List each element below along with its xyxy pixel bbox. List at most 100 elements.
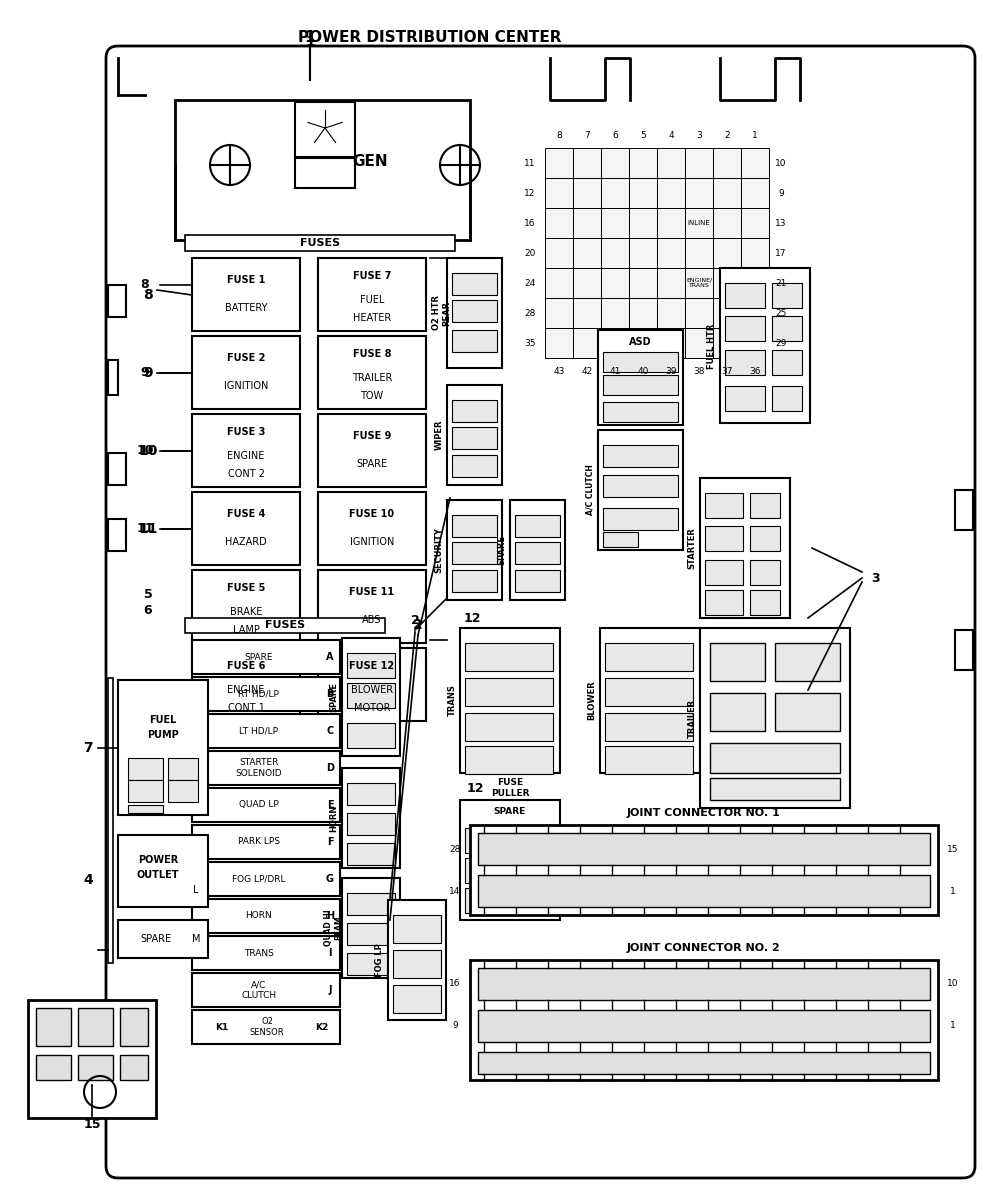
Bar bbox=[118, 680, 208, 815]
Bar bbox=[108, 518, 126, 551]
Bar bbox=[685, 178, 713, 208]
Bar bbox=[36, 1008, 71, 1046]
Text: WIPER: WIPER bbox=[434, 420, 443, 450]
Bar bbox=[515, 515, 560, 538]
Bar bbox=[447, 258, 502, 368]
Text: PUMP: PUMP bbox=[147, 730, 179, 740]
Text: STARTER
SOLENOID: STARTER SOLENOID bbox=[235, 758, 282, 778]
Text: 11: 11 bbox=[524, 158, 536, 168]
Text: ENGINE: ENGINE bbox=[227, 451, 265, 461]
Text: INLINE: INLINE bbox=[687, 220, 710, 226]
Text: FUSE 4: FUSE 4 bbox=[226, 509, 265, 518]
Text: FUSES: FUSES bbox=[300, 238, 340, 248]
Bar bbox=[192, 751, 340, 785]
Text: FOG LP/DRL: FOG LP/DRL bbox=[231, 875, 286, 883]
Bar bbox=[318, 336, 426, 409]
Bar bbox=[342, 638, 400, 756]
Bar bbox=[685, 238, 713, 268]
Bar bbox=[545, 328, 573, 358]
Text: FUSE 1: FUSE 1 bbox=[226, 275, 265, 284]
Bar bbox=[388, 900, 446, 1020]
Bar bbox=[603, 352, 678, 372]
Text: FUSE 2: FUSE 2 bbox=[226, 353, 265, 362]
Bar bbox=[175, 100, 470, 240]
Bar bbox=[775, 692, 840, 731]
Bar bbox=[545, 148, 573, 178]
Bar bbox=[710, 643, 765, 680]
Bar bbox=[192, 336, 300, 409]
Text: BLOWER: BLOWER bbox=[587, 680, 596, 720]
Bar bbox=[192, 677, 340, 710]
Bar bbox=[657, 238, 685, 268]
Bar bbox=[118, 835, 208, 907]
Bar bbox=[741, 148, 769, 178]
Text: FUEL: FUEL bbox=[149, 715, 177, 725]
Bar bbox=[192, 714, 340, 748]
Text: SECURITY: SECURITY bbox=[434, 527, 443, 572]
Bar bbox=[705, 526, 743, 551]
Text: 8: 8 bbox=[556, 132, 562, 140]
Bar bbox=[573, 328, 601, 358]
Bar bbox=[393, 914, 441, 943]
Text: MOTOR: MOTOR bbox=[354, 703, 391, 713]
Text: 28: 28 bbox=[449, 845, 461, 853]
Text: PARK LPS: PARK LPS bbox=[237, 838, 280, 846]
Text: TRAILER: TRAILER bbox=[687, 698, 696, 738]
Text: M: M bbox=[192, 934, 200, 944]
Bar bbox=[601, 208, 629, 238]
Bar bbox=[452, 455, 497, 476]
Bar bbox=[955, 490, 973, 530]
Bar bbox=[318, 648, 426, 721]
Bar bbox=[605, 643, 693, 671]
Bar bbox=[478, 1010, 930, 1042]
Text: E: E bbox=[326, 800, 333, 810]
Text: B: B bbox=[326, 689, 333, 698]
Text: 4: 4 bbox=[669, 132, 674, 140]
Bar bbox=[192, 826, 340, 859]
Text: 15: 15 bbox=[83, 1118, 101, 1132]
Text: 2: 2 bbox=[413, 618, 423, 632]
Text: BLOWER: BLOWER bbox=[351, 685, 393, 695]
Bar bbox=[629, 208, 657, 238]
Bar bbox=[725, 283, 765, 308]
Text: 1: 1 bbox=[950, 1021, 956, 1031]
Bar bbox=[725, 316, 765, 341]
Text: TOW: TOW bbox=[360, 391, 384, 401]
Text: 9: 9 bbox=[143, 366, 153, 380]
Text: 6: 6 bbox=[612, 132, 618, 140]
Bar bbox=[108, 452, 126, 485]
Bar bbox=[725, 350, 765, 374]
Text: LAMP: LAMP bbox=[232, 625, 259, 635]
Text: 1: 1 bbox=[950, 887, 956, 895]
Bar bbox=[347, 842, 395, 865]
Bar bbox=[601, 268, 629, 298]
Bar bbox=[713, 148, 741, 178]
Text: STARTER: STARTER bbox=[687, 527, 696, 569]
Bar bbox=[601, 298, 629, 328]
Bar bbox=[603, 374, 678, 395]
Bar bbox=[515, 570, 560, 592]
Text: 8: 8 bbox=[143, 288, 153, 302]
Bar bbox=[657, 328, 685, 358]
Bar bbox=[750, 560, 780, 584]
Text: A/C
CLUTCH: A/C CLUTCH bbox=[241, 980, 276, 1000]
Bar bbox=[657, 268, 685, 298]
Text: 2: 2 bbox=[410, 613, 419, 626]
Bar bbox=[685, 208, 713, 238]
Bar bbox=[955, 630, 973, 670]
Text: BATTERY: BATTERY bbox=[225, 302, 267, 313]
Bar bbox=[347, 722, 395, 748]
Text: IGNITION: IGNITION bbox=[350, 538, 395, 547]
Text: FUSE 5: FUSE 5 bbox=[226, 583, 265, 593]
Bar bbox=[460, 800, 560, 920]
Bar bbox=[128, 805, 163, 814]
Text: C: C bbox=[326, 726, 333, 736]
Bar bbox=[573, 178, 601, 208]
Bar bbox=[725, 386, 765, 410]
Bar bbox=[168, 780, 198, 802]
Text: 15: 15 bbox=[947, 845, 958, 853]
Text: F: F bbox=[326, 838, 333, 847]
Text: 16: 16 bbox=[449, 979, 461, 989]
Text: 36: 36 bbox=[750, 367, 761, 377]
Bar bbox=[573, 238, 601, 268]
